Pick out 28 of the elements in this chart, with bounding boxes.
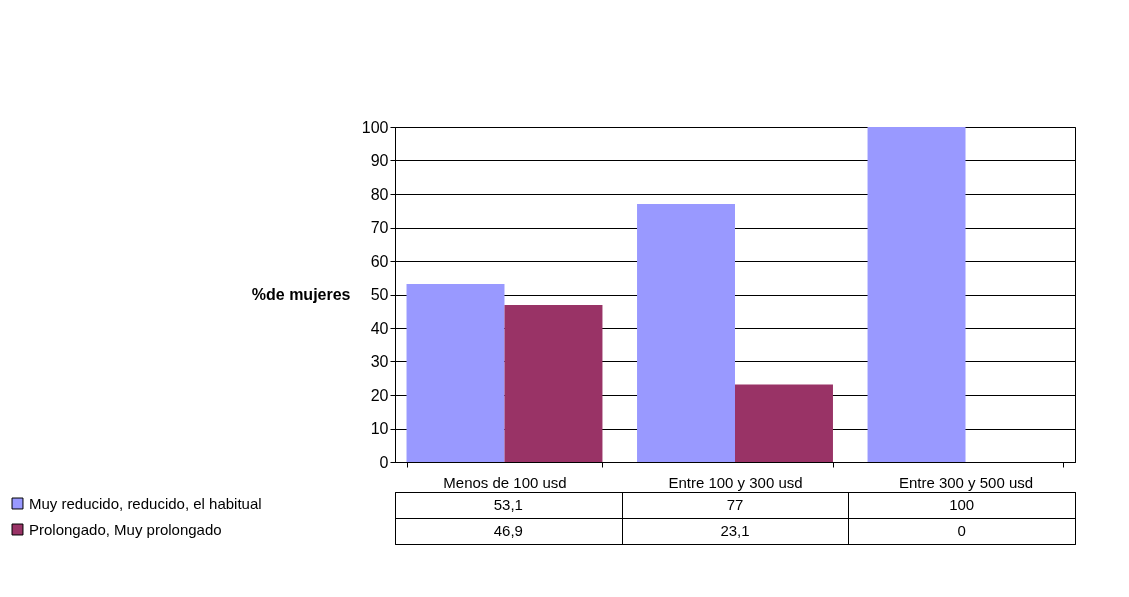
bar (867, 127, 966, 462)
data-label: 77 (726, 496, 744, 513)
y-tick-label: 30 (370, 353, 389, 370)
y-tick-label: 90 (370, 152, 389, 169)
y-tick-label: 40 (370, 319, 389, 337)
bar (735, 384, 833, 462)
y-tick-label: 10 (370, 420, 389, 437)
data-label: 100 (949, 496, 975, 513)
bar (406, 284, 505, 462)
y-tick-label: 60 (370, 252, 389, 270)
y-tick-label: 70 (370, 219, 389, 236)
legend-label: Muy reducido, reducido, el habitual (29, 494, 262, 512)
data-label: 46,9 (493, 522, 523, 539)
legend-label: Prolongado, Muy prolongado (29, 520, 222, 538)
y-tick-label: 50 (370, 286, 389, 303)
data-label: 23,1 (720, 522, 750, 539)
y-tick-label: 20 (370, 386, 389, 404)
y-tick-label: 100 (361, 118, 389, 136)
x-tick-label: Entre 100 y 300 usd (668, 473, 803, 491)
y-axis-title: %de mujeres (251, 286, 351, 303)
x-tick-label: Entre 300 y 500 usd (898, 473, 1034, 491)
y-tick-label: 0 (379, 453, 389, 471)
x-tick-label: Menos de 100 usd (443, 473, 567, 491)
bar (504, 304, 603, 462)
y-tick-label: 80 (370, 185, 389, 203)
bar (637, 204, 735, 462)
data-label: 0 (957, 522, 966, 539)
data-label: 53,1 (493, 496, 523, 513)
